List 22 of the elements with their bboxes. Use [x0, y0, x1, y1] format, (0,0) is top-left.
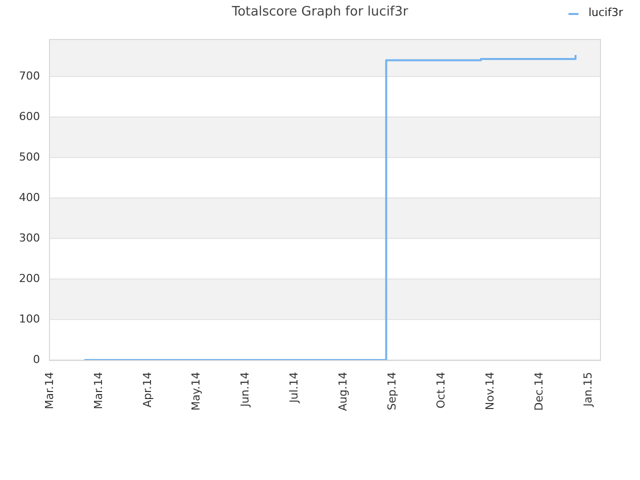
- y-tick-label: 700: [19, 69, 40, 82]
- x-tick-label: Jun.14: [238, 372, 252, 408]
- y-tick-label: 100: [19, 312, 40, 326]
- x-tick-label: Nov.14: [484, 372, 497, 410]
- x-tick-label: Aug.14: [336, 372, 350, 411]
- x-tick-label: Mar.14: [92, 372, 105, 410]
- y-tick-label: 400: [19, 190, 40, 204]
- chart-title: Totalscore Graph for lucif3r: [230, 4, 409, 20]
- x-tick-label: Jul.14: [288, 372, 301, 404]
- y-tick-label: 200: [19, 272, 40, 285]
- x-tick-label: Dec.14: [532, 372, 546, 411]
- x-tick-label: Mar.14: [42, 372, 56, 410]
- x-tick-label: Sep.14: [386, 372, 399, 410]
- x-tick-label: Jan.15: [581, 372, 594, 408]
- y-tick-label: 500: [19, 150, 40, 164]
- y-tick-label: 300: [19, 231, 40, 244]
- x-tick-label: May.14: [190, 372, 203, 411]
- x-tick-label: Oct.14: [434, 372, 448, 409]
- y-tick-label: 600: [19, 110, 40, 123]
- x-tick-label: Apr.14: [140, 372, 154, 408]
- y-tick-label: 0: [33, 352, 40, 366]
- legend-label: lucif3r: [588, 6, 624, 19]
